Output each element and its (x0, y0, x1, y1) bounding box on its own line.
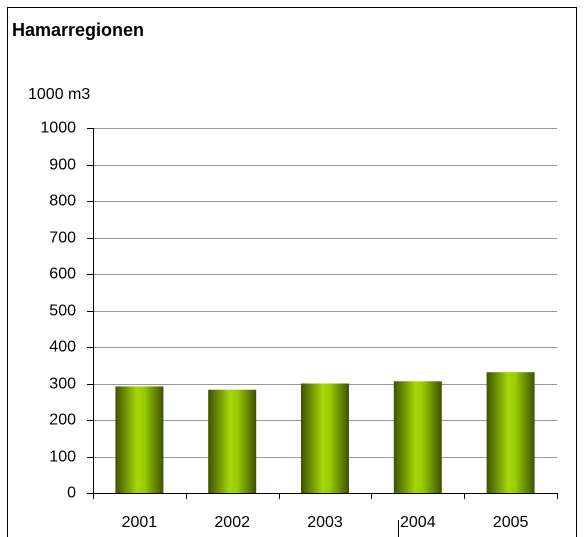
chart-frame (7, 7, 577, 537)
y-tick-label: 900 (49, 157, 76, 174)
x-tick-label: 2005 (493, 514, 529, 531)
y-tick-label: 700 (49, 230, 76, 247)
y-tick-label: 600 (49, 266, 76, 283)
y-tick-label: 800 (49, 193, 76, 210)
x-tick-label: 2001 (122, 514, 158, 531)
y-tick-label: 500 (49, 303, 76, 320)
bar (393, 381, 442, 493)
y-axis-label: 1000 m3 (28, 86, 90, 103)
x-tick-label: 2003 (307, 514, 343, 531)
x-tick-label: 2002 (214, 514, 250, 531)
y-tick-label: 0 (67, 485, 76, 502)
y-tick-label: 1000 (40, 120, 76, 137)
y-tick-label: 400 (49, 339, 76, 356)
bar (301, 383, 349, 493)
y-tick-label: 300 (49, 376, 76, 393)
y-tick-label: 200 (49, 412, 76, 429)
chart-title: Hamarregionen (12, 20, 144, 40)
y-tick-label: 100 (49, 449, 76, 466)
bar (208, 389, 257, 493)
bar (115, 386, 164, 493)
x-tick-label: 2004 (400, 514, 436, 531)
bar (486, 372, 535, 493)
